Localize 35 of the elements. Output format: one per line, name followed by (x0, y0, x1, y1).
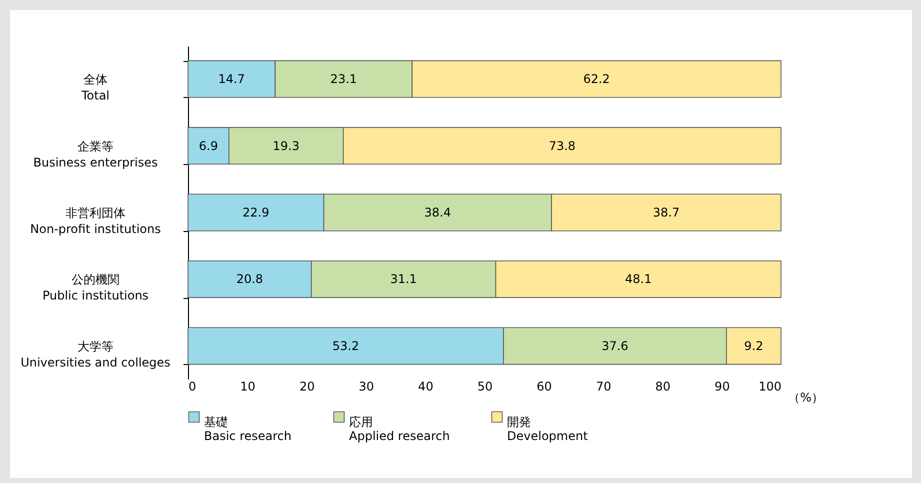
x-axis-title: （%） (788, 390, 824, 404)
data-label: 38.7 (652, 206, 680, 220)
y-tick-label: 全体 Total (80, 72, 110, 103)
data-label: 37.6 (602, 338, 628, 353)
x-tick-label: 100 (758, 380, 782, 394)
x-tick-label: 90 (714, 380, 730, 394)
data-label: 73.8 (548, 138, 576, 153)
data-label: 38.4 (424, 206, 452, 220)
y-tick-label: 大学等 Universities and colleges (20, 339, 170, 370)
y-tick-label: 企業等 Business enterprises (33, 139, 158, 170)
y-tick-label: 非営利団体 Non-profit institutions (30, 206, 161, 236)
data-label: 19.3 (272, 138, 300, 153)
x-tick-label: 70 (596, 380, 612, 394)
data-label: 53.2 (332, 338, 360, 353)
data-label: 20.8 (236, 272, 264, 286)
data-label: 31.1 (390, 272, 417, 286)
data-label: 6.9 (198, 138, 218, 153)
data-label: 48.1 (625, 272, 652, 286)
x-tick-label: 40 (418, 380, 434, 394)
legend-label: 開発 Development (507, 415, 588, 443)
x-tick-label: 20 (299, 380, 315, 394)
x-tick-label: 30 (358, 380, 374, 394)
x-tick-label: 10 (240, 380, 256, 394)
y-tick-label: 公的機関 Public institutions (42, 272, 149, 303)
x-tick-label: 50 (477, 380, 493, 394)
legend-label: 応用 Applied research (349, 415, 450, 443)
data-label: 9.2 (744, 338, 764, 353)
data-label: 14.7 (218, 72, 245, 86)
legend-label: 基礎 Basic research (204, 415, 292, 443)
data-label: 22.9 (242, 206, 270, 220)
x-tick-label: 80 (655, 380, 671, 394)
x-tick-label: 0 (188, 380, 196, 394)
data-label: 62.2 (583, 72, 610, 86)
data-label: 23.1 (330, 72, 358, 86)
x-tick-label: 60 (536, 380, 552, 394)
